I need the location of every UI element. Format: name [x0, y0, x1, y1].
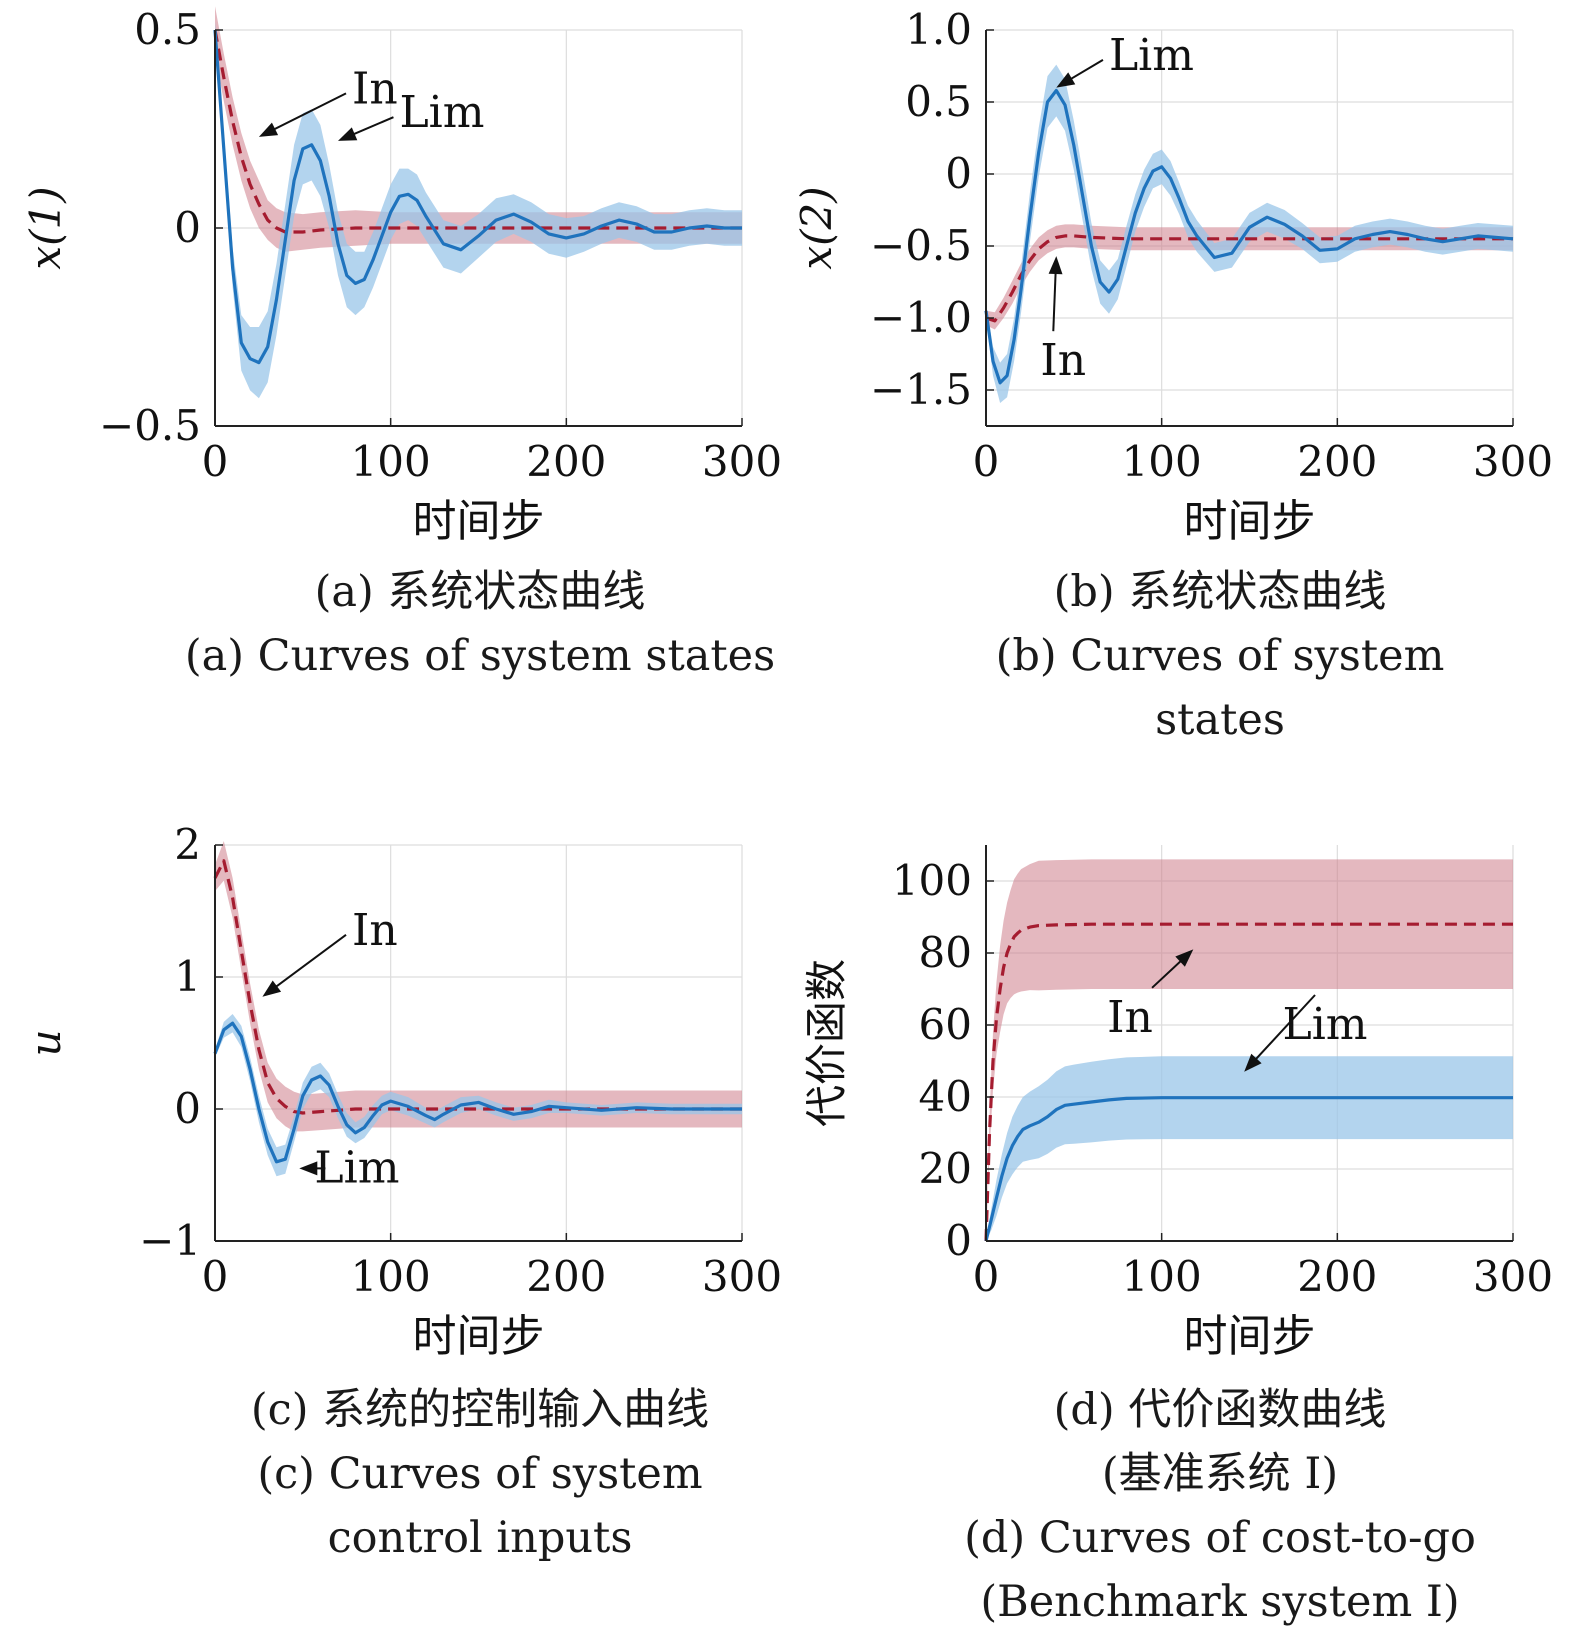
y-tick-label: 40 [919, 1072, 972, 1121]
y-axis-label: u [21, 1029, 70, 1056]
x-tick-label: 100 [351, 1252, 431, 1301]
caption-c-en-line1: (c) Curves of system [257, 1449, 703, 1499]
y-tick-label: 2 [174, 820, 201, 869]
annotation-lim: Lim [1109, 30, 1194, 81]
band-lim [986, 64, 1513, 403]
caption-d-en-line2: (Benchmark system I) [980, 1577, 1460, 1627]
panel-d-chart: 0 100 200 300 0 20 40 60 80 100 时间步 代价函数 In Lim [802, 845, 1553, 1362]
x-tick-label: 200 [1297, 437, 1377, 486]
y-axis-label: 代价函数 [802, 959, 851, 1127]
x-tick-label: 0 [202, 1252, 229, 1301]
series-line-in [985, 234, 1513, 323]
x-axis-label: 时间步 [1184, 1311, 1316, 1362]
x-tick-label: 200 [526, 437, 606, 486]
band-lim [215, 1014, 742, 1177]
band-lim [215, 22, 742, 399]
y-tick-label: 0 [174, 1084, 201, 1133]
x-axis-label: 时间步 [413, 1311, 545, 1362]
annotation-arrow-head [338, 127, 358, 141]
y-tick-label: 0.5 [905, 77, 972, 126]
annotation-lim: Lim [1283, 999, 1368, 1050]
annotation-arrow-head [262, 980, 282, 997]
annotation-lim: Lim [314, 1142, 399, 1193]
annotation-arrow-line [262, 92, 347, 137]
caption-a-zh: (a) 系统状态曲线 [314, 567, 646, 617]
annotation-lim: Lim [399, 87, 484, 138]
x-tick-label: 0 [973, 437, 1000, 486]
panel-b-chart: 0 100 200 300 −1.5 −1.0 −0.5 0 0.5 1.0 时间步 x(2) Lim I… [792, 5, 1553, 547]
caption-c: (c) 系统的控制输入曲线 (c) Curves of system contr… [90, 1378, 870, 1570]
x-tick-label: 100 [1122, 437, 1202, 486]
caption-c-en-line2: control inputs [327, 1513, 633, 1563]
annotation-arrow-head [1056, 72, 1076, 88]
caption-b-en-line2: states [1155, 695, 1285, 745]
y-axis-label: x(1) [21, 186, 70, 269]
band-in [215, 841, 742, 1132]
caption-a-en: (a) Curves of system states [184, 631, 776, 681]
caption-d: (d) 代价函数曲线 (基准系统 I) (d) Curves of cost-t… [870, 1378, 1570, 1634]
annotation-in: In [352, 905, 398, 956]
annotation-arrow-head [1048, 256, 1063, 275]
series-line-lim [213, 29, 742, 365]
x-tick-label: 300 [702, 437, 782, 486]
caption-a: (a) 系统状态曲线 (a) Curves of system states [90, 560, 870, 688]
x-tick-label: 200 [1297, 1252, 1377, 1301]
y-tick-label: −1.5 [870, 365, 972, 414]
y-tick-label: 0 [945, 149, 972, 198]
caption-d-en-line1: (d) Curves of cost-to-go [964, 1513, 1476, 1563]
annotation-arrow-line [265, 933, 347, 996]
caption-d-zh-line1: (d) 代价函数曲线 [1053, 1385, 1387, 1435]
y-tick-label: 1 [174, 952, 201, 1001]
caption-b: (b) 系统状态曲线 (b) Curves of system states [870, 560, 1570, 752]
caption-b-en-line1: (b) Curves of system [995, 631, 1445, 681]
y-tick-label: 20 [919, 1144, 972, 1193]
y-tick-label: −0.5 [870, 221, 972, 270]
series-line-lim [984, 1096, 1513, 1242]
annotation-arrow-line [1246, 994, 1316, 1070]
annotation-in: In [1107, 992, 1153, 1043]
annotation-arrow-head [299, 1161, 318, 1176]
x-tick-label: 300 [702, 1252, 782, 1301]
annotation-in: In [1040, 335, 1086, 386]
y-tick-label: 0 [174, 203, 201, 252]
series-line-lim [213, 1021, 742, 1164]
annotation-arrow-head [1175, 949, 1194, 967]
y-tick-label: −1.0 [870, 293, 972, 342]
y-tick-label: −1 [139, 1216, 201, 1265]
series-line-in [984, 922, 1513, 1242]
x-tick-label: 100 [351, 437, 431, 486]
y-tick-label: 60 [919, 1000, 972, 1049]
x-tick-label: 0 [202, 437, 229, 486]
y-axis-label: x(2) [792, 186, 841, 269]
y-tick-label: 0 [945, 1216, 972, 1265]
caption-c-zh: (c) 系统的控制输入曲线 [250, 1385, 710, 1435]
y-tick-label: −0.5 [99, 401, 201, 450]
x-tick-label: 100 [1122, 1252, 1202, 1301]
y-tick-label: 80 [919, 928, 972, 977]
series-line-in [213, 859, 742, 1115]
caption-b-zh: (b) 系统状态曲线 [1053, 567, 1387, 617]
x-tick-label: 200 [526, 1252, 606, 1301]
annotation-arrow-head [1244, 1053, 1262, 1072]
x-tick-label: 300 [1473, 437, 1553, 486]
y-tick-label: 0.5 [134, 5, 201, 54]
band-in [986, 859, 1513, 1241]
x-tick-label: 0 [973, 1252, 1000, 1301]
y-tick-label: 1.0 [905, 5, 972, 54]
x-tick-label: 300 [1473, 1252, 1553, 1301]
y-tick-label: 100 [892, 856, 972, 905]
series-line-lim [984, 88, 1514, 385]
band-lim [986, 1056, 1513, 1241]
annotation-in: In [352, 63, 398, 114]
x-axis-label: 时间步 [1184, 496, 1316, 547]
annotation-arrow-head [258, 122, 279, 137]
x-axis-label: 时间步 [413, 496, 545, 547]
caption-d-zh-line2: (基准系统 I) [1101, 1449, 1339, 1499]
